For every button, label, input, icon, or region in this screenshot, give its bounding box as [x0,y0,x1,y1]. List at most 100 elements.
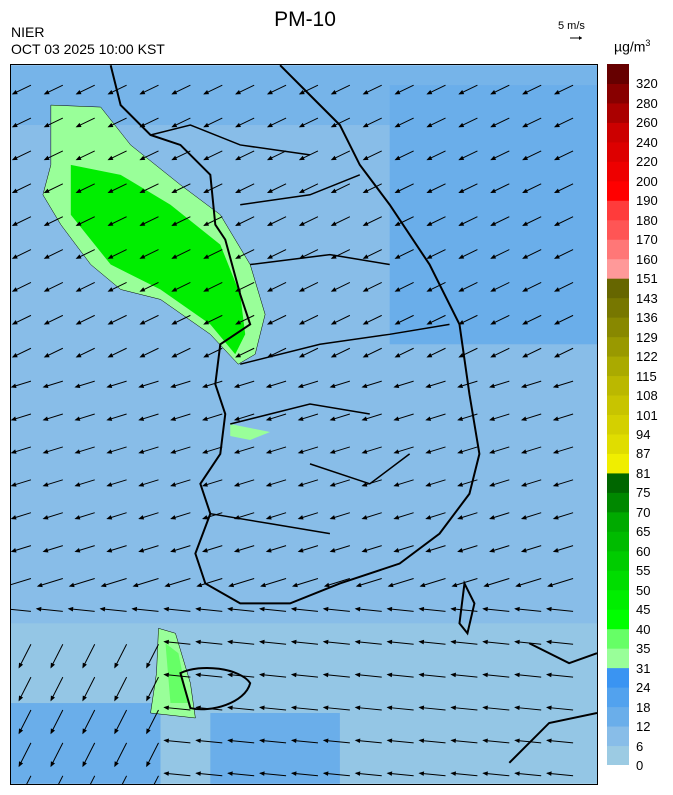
wind-arrow-head [11,449,17,454]
wind-arrow [164,674,191,678]
wind-arrow [515,772,542,777]
wind-arrow [324,706,350,711]
wind-arrow-head [425,515,432,520]
wind-arrow-head [266,320,273,325]
wind-arrow-head [330,155,337,161]
wind-arrow-head [18,662,24,669]
wind-arrow-head [228,582,235,588]
wind-arrow-head [259,606,265,612]
wind-arrow [547,641,574,645]
wind-arrow-head [170,416,177,421]
wind-arrow-head [546,738,552,744]
wind-arrow-head [227,639,233,645]
wind-arrow-head [514,738,520,744]
wind-arrow-head [323,582,330,588]
wind-arrow-head [393,548,400,553]
colorbar-segment [607,472,629,493]
wind-arrow [387,641,414,645]
wind-arrow-head [361,416,368,421]
wind-arrow-head [75,188,82,194]
wind-arrow-head [490,320,497,325]
wind-arrow-head [114,695,119,702]
colorbar-tick-label: 143 [636,290,658,306]
wind-arrow-head [195,672,201,678]
colorbar-tick-label: 24 [636,680,651,696]
wind-arrow-head [418,771,425,776]
wind-arrow-head [139,320,146,325]
wind-arrow [547,706,574,711]
wind-arrow [387,674,414,678]
wind-arrow-head [553,287,560,292]
wind-arrow [483,739,510,744]
wind-arrow-head [361,515,368,520]
colorbar-segment [607,239,629,260]
wind-arrow [228,706,255,711]
wind-arrow-head [394,155,401,161]
wind-arrow-head [458,188,465,194]
colorbar-segment [607,648,629,669]
wind-arrow-head [233,548,240,553]
wind-arrow-head [171,221,178,226]
wind-arrow-head [75,320,82,325]
wind-arrow [82,644,96,668]
wind-arrow-head [11,287,18,292]
colorbar-tick-label: 65 [636,524,651,540]
wind-arrow-head [362,122,369,128]
wind-arrow-head [233,416,240,421]
wind-arrow-head [322,606,329,612]
wind-arrow [132,608,159,612]
wind-arrow [153,775,159,784]
wind-arrow [228,608,255,612]
wind-arrow-head [520,383,527,389]
wind-arrow-head [265,548,272,553]
wind-arrow-head [290,771,297,776]
unit-base: µg/m [614,38,646,55]
wind-arrow-head [107,89,114,95]
wind-arrow-head [362,254,369,259]
wind-arrow-head [393,482,400,487]
wind-arrow [547,739,574,744]
colorbar-segment [607,258,629,279]
wind-arrow-head [394,89,401,95]
wind-arrow-head [330,287,337,292]
wind-arrow-head [298,353,305,358]
wind-arrow [18,742,32,767]
wind-arrow-head [290,705,297,711]
wind-arrow-head [163,639,169,645]
wind-arrow-head [552,383,559,389]
colorbar-tick-label: 320 [636,76,658,92]
wind-arrow [164,608,191,612]
wind-arrow-head [394,122,401,128]
colorbar-segment [607,550,629,571]
wind-arrow [196,641,223,645]
wind-arrow [164,706,191,711]
wind-arrow [260,674,287,678]
wind-arrow-head [322,771,329,776]
colorbar-segment [607,453,629,474]
wind-arrow-head [43,287,50,292]
wind-arrow [387,706,414,711]
wind-arrow [82,709,96,734]
wind-arrow-head [100,582,107,588]
wind-arrow-head [457,548,464,553]
wind-arrow-head [482,771,488,776]
wind-arrow [50,676,64,701]
wind-arrow-head [490,122,497,128]
wind-arrow-head [146,695,151,702]
wind-arrow-head [490,89,497,95]
colorbar-tick-label: 0 [636,758,644,773]
wind-arrow-head [354,606,361,612]
wind-arrow-head [11,155,18,161]
wind-arrow [18,676,32,701]
wind-arrow-head [266,287,273,292]
colorbar-tick-label: 180 [636,212,658,228]
wind-arrow-head [329,548,336,553]
wind-arrow-head [259,771,265,776]
wind-arrow-head [489,482,495,487]
wind-arrow [451,739,478,744]
wind-arrow-head [522,254,528,259]
wind-arrow-head [514,672,520,678]
wind-arrow-head [426,221,433,226]
wind-arrow-head [552,548,559,553]
wind-arrow-head [11,482,17,487]
